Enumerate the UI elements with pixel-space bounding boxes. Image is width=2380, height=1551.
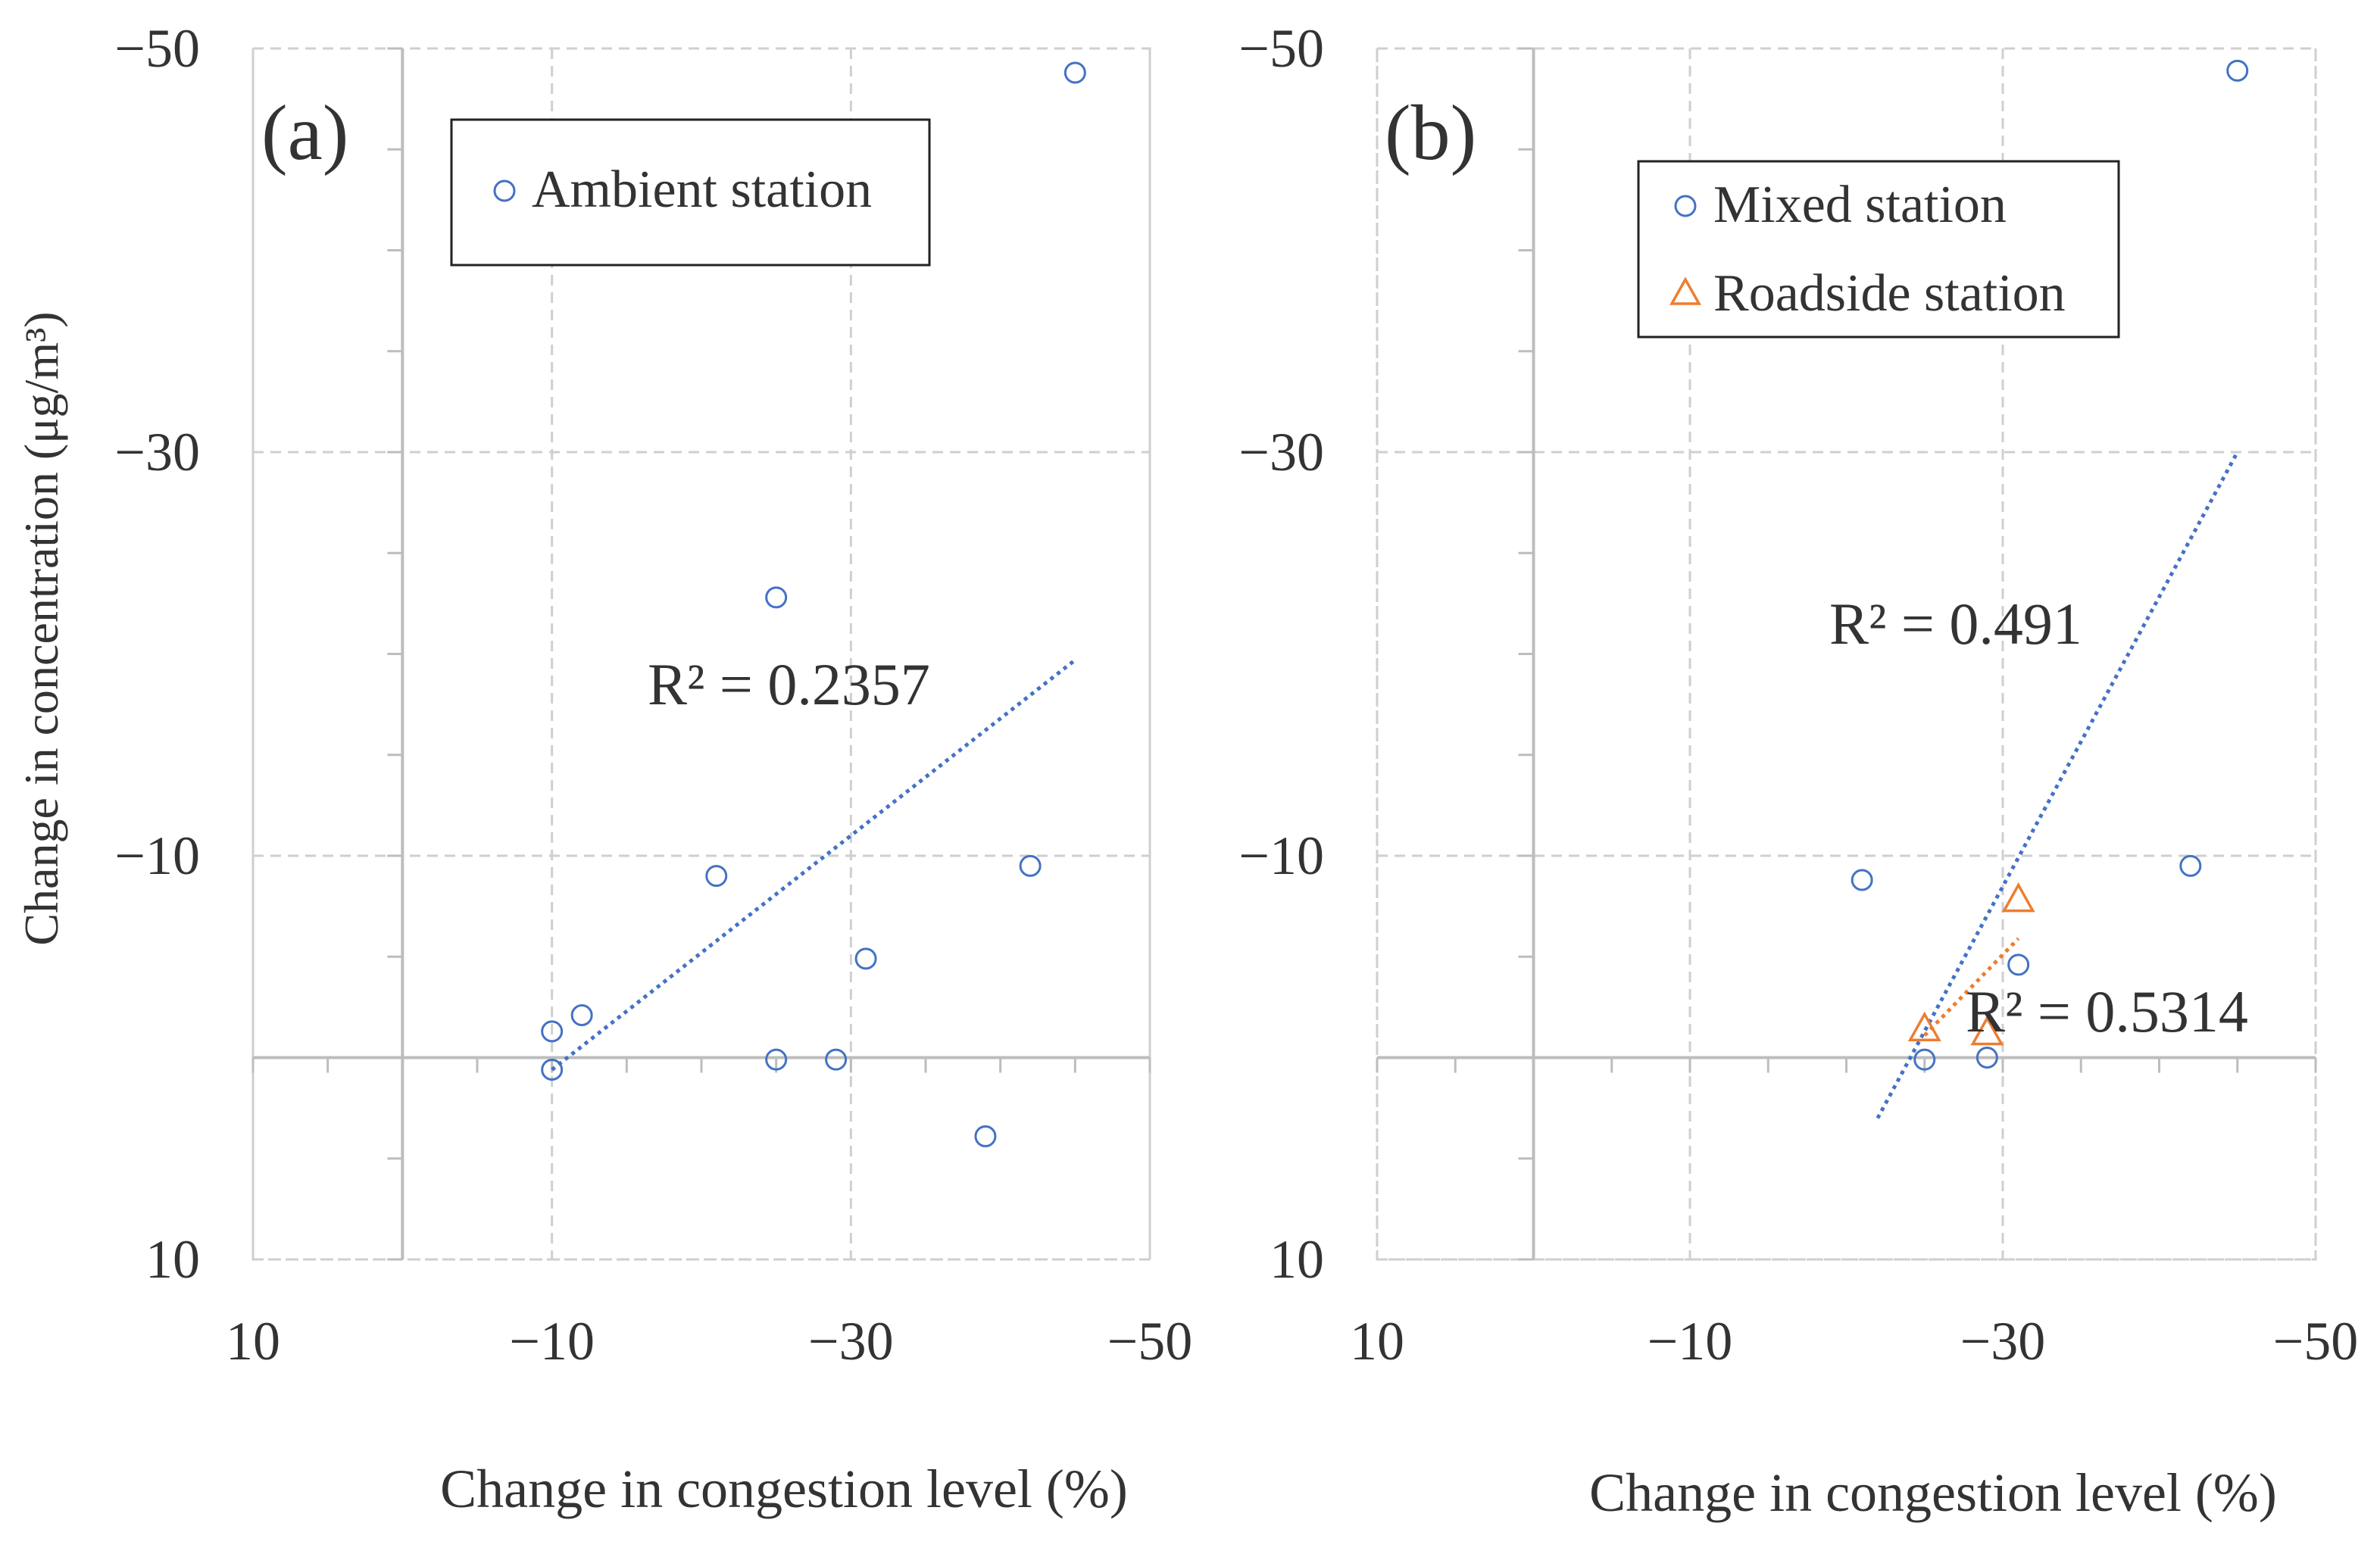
chart-axes (1376, 47, 2317, 1261)
x-tick-label: −30 (808, 1311, 894, 1372)
scatter-point (570, 1004, 593, 1027)
scatter-point (705, 865, 728, 888)
y-tick-label: −30 (1238, 422, 1324, 482)
y-axis-title: Change in concentration (μg/m³) (14, 311, 68, 945)
scatter-point (2007, 953, 2030, 976)
trendlines (1876, 451, 2239, 1119)
y-tick-label: −30 (114, 422, 200, 482)
scatter-point (541, 1020, 564, 1043)
x-tick-label: −10 (509, 1311, 595, 1372)
x-axis-title-a: Change in congestion level (%) (440, 1459, 1128, 1519)
scatter-point (765, 1048, 788, 1071)
trendline (1922, 937, 2020, 1037)
y-tick-label: −50 (114, 18, 200, 79)
plot-frame (1376, 47, 2317, 1261)
legend-frame (450, 118, 931, 267)
y-tick-label: 10 (145, 1229, 200, 1290)
y-tick-label: −10 (1238, 825, 1324, 886)
x-tick-label: −10 (1648, 1311, 1733, 1372)
chart-panel-b: 10 −10 −30 −50 10 −10 −30 −50 (b) R² = 0.491 R²… (1238, 18, 2358, 1523)
x-tick-label: 10 (1350, 1311, 1404, 1372)
x-tick-label: −50 (1107, 1311, 1193, 1372)
scatter-point (974, 1125, 997, 1147)
scatter-point (2179, 854, 2202, 877)
r2-label-mixed: R² = 0.491 (1829, 591, 2082, 657)
scatter-point (2001, 882, 2035, 913)
legend-label-ambient: Ambient station (532, 161, 872, 219)
scatter-point (1907, 1011, 1941, 1041)
legend-marker-roadside (1669, 276, 1701, 305)
x-tick-label: 10 (226, 1311, 280, 1372)
x-axis-title-b: Change in congestion level (%) (1589, 1462, 2277, 1523)
scatter-point (1970, 1015, 2004, 1046)
legend-marker-mixed (1674, 195, 1697, 217)
legend-a: Ambient station (450, 118, 931, 267)
scatter-point (765, 586, 788, 609)
legend-label-mixed: Mixed station (1713, 176, 2007, 234)
scatter-point (1913, 1048, 1936, 1071)
scatter-point (1976, 1047, 1998, 1069)
trendline (551, 658, 1076, 1072)
r2-label-roadside: R² = 0.5314 (1966, 978, 2248, 1044)
chart-panel-a: 10 −10 −30 −50 10 −10 −30 −50 (a) R² = 0.2357 A… (114, 18, 1192, 1519)
r2-label-ambient: R² = 0.2357 (648, 651, 930, 717)
tick-labels: 10 −10 −30 −50 10 −10 −30 −50 (114, 18, 1192, 1372)
scatter-point (1851, 869, 1873, 891)
scatter-point (825, 1048, 848, 1071)
trendlines (551, 658, 1076, 1072)
scatter-point (541, 1058, 564, 1081)
y-tick-label: 10 (1270, 1229, 1324, 1290)
legend-marker-ambient (493, 179, 516, 202)
data-points (1851, 59, 2249, 1071)
panel-label-b: (b) (1385, 89, 1476, 176)
scatter-point (1019, 854, 1042, 877)
legend-label-roadside: Roadside station (1713, 264, 2066, 323)
trendline (1876, 451, 2239, 1119)
panel-label-a: (a) (261, 89, 348, 176)
legend-b: Mixed station Roadside station (1637, 160, 2120, 339)
legend-frame (1637, 160, 2120, 339)
scatter-point (854, 947, 877, 970)
plot-frame (251, 47, 1151, 1261)
y-tick-label: −50 (1238, 18, 1324, 79)
scatter-point (1064, 61, 1086, 84)
x-tick-label: −50 (2273, 1311, 2359, 1372)
tick-labels: 10 −10 −30 −50 10 −10 −30 −50 (1238, 18, 2358, 1372)
y-tick-label: −10 (114, 825, 200, 886)
data-points (541, 61, 1086, 1147)
x-tick-label: −30 (1960, 1311, 2046, 1372)
scatter-point (2226, 59, 2249, 82)
